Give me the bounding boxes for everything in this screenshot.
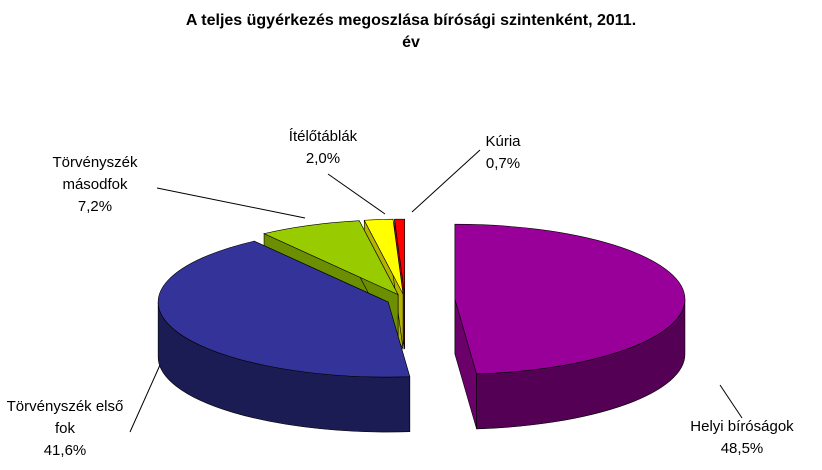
label-value: 0,7% (485, 155, 521, 172)
data-label: Törvényszék másodfok 7,2% (30, 152, 160, 218)
label-value: 48,5% (720, 440, 764, 457)
slice-top (157, 240, 411, 378)
leader-line (129, 364, 161, 433)
label-name: Helyi bíróságok (690, 418, 794, 435)
label-name: Törvényszék első fok (6, 398, 124, 437)
label-value: 41,6% (43, 442, 87, 459)
slice-top (363, 218, 404, 295)
label-value: 2,0% (305, 150, 341, 167)
label-name: Kúria (485, 133, 521, 150)
data-label: Ítélőtáblák 2,0% (258, 126, 388, 170)
leader-line (411, 149, 481, 213)
slice-top (263, 220, 399, 296)
data-label: Kúria 0,7% (438, 131, 568, 175)
data-label: Törvényszék első fok 41,6% (0, 396, 130, 462)
slice-top (394, 218, 405, 295)
data-label: Helyi bíróságok 48,5% (677, 416, 807, 460)
leader-line (719, 384, 743, 419)
leader-line (156, 187, 306, 219)
chart-title: A teljes ügyérkezés megoszlása bírósági … (185, 12, 637, 51)
slice-top (454, 223, 686, 375)
label-name: Ítélőtáblák (288, 128, 358, 145)
label-name: Törvényszék másodfok (52, 154, 138, 193)
label-value: 7,2% (77, 198, 113, 215)
leader-line (327, 173, 386, 215)
